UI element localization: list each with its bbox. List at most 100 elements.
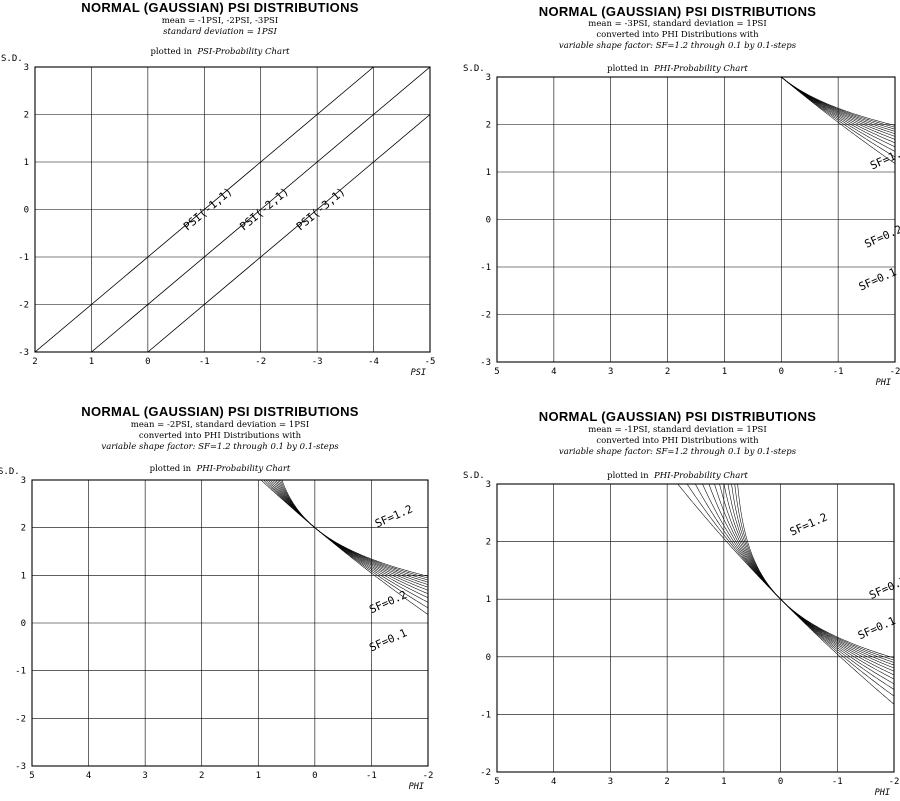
chart-svg: 5 4 3 2 1 0 -1 -2-3-2-10123S.D.PHISF=1.2SF=0.2S… <box>0 467 433 792</box>
grid <box>34 66 431 353</box>
sf-curve <box>280 480 428 579</box>
y-tick-label: 3 <box>21 476 26 486</box>
x-axis-label: PHI <box>409 782 424 792</box>
x-tick-label: 1 <box>89 357 94 367</box>
chart-subtitle: converted into PHI Distributions with <box>596 436 759 446</box>
x-tick-label: 4 <box>86 771 91 781</box>
x-tick-label: -1 <box>199 357 210 367</box>
sf-curve <box>686 484 894 697</box>
y-tick-label: -2 <box>480 311 491 321</box>
sf-curve <box>780 77 895 148</box>
x-tick-label: 0 <box>145 357 150 367</box>
sf-curve <box>265 480 428 603</box>
curve-annotation: PSI(-3,1) <box>294 185 348 233</box>
x-tick-label: 0 <box>778 777 783 787</box>
x-tick-label: 0 <box>312 771 317 781</box>
sf-curve <box>260 480 428 615</box>
chart-subtitle: variable shape factor: SF=1.2 through 0.… <box>558 41 797 51</box>
grid <box>496 483 895 773</box>
x-tick-label: 5 <box>494 367 499 377</box>
y-tick-label: 2 <box>486 121 491 131</box>
chart-subtitle: standard deviation = 1PSI <box>163 27 277 37</box>
y-tick-label: -3 <box>15 762 26 772</box>
sf-curve <box>780 77 895 164</box>
chart-subtitle: variable shape factor: SF=1.2 through 0.… <box>101 442 339 452</box>
y-tick-label: 2 <box>486 538 491 548</box>
sf-curve <box>780 77 895 126</box>
x-axis-label: PHI <box>875 788 890 798</box>
y-tick-label: -1 <box>18 253 29 263</box>
chart-panel-psi: NORMAL (GAUSSIAN) PSI DISTRIBUTIONS mean… <box>0 0 440 400</box>
x-tick-label: 1 <box>722 367 727 377</box>
sf-curve <box>281 480 428 577</box>
sf-curve <box>780 77 895 137</box>
x-tick-label: 1 <box>256 771 261 781</box>
y-tick-label: 2 <box>21 524 26 534</box>
chart-panel-phi-mean-2: NORMAL (GAUSSIAN) PSI DISTRIBUTIONS mean… <box>0 400 440 801</box>
sf-curve <box>780 77 895 132</box>
x-tick-label: -2 <box>889 777 900 787</box>
chart-plotted-in: plotted in PHI-Probability Chart <box>149 464 291 474</box>
x-axis-label: PSI <box>411 368 426 378</box>
y-tick-label: 1 <box>24 158 29 168</box>
y-axis-label: S.D. <box>0 467 20 477</box>
y-tick-label: 0 <box>486 216 491 226</box>
x-axis-label: PHI <box>876 378 891 388</box>
x-tick-label: 5 <box>494 777 499 787</box>
chart-svg: 5 4 3 2 1 0 -1 -2-2-10123S.D.PHISF=1.2SF=0.2SF=… <box>463 471 900 798</box>
curve-annotation: SF=0.1 <box>856 614 898 642</box>
chart-plotted-in: plotted in PHI-Probability Chart <box>607 64 748 74</box>
y-axis-label: S.D. <box>463 64 485 74</box>
x-tick-label: 3 <box>608 777 613 787</box>
series-group <box>35 67 430 352</box>
y-tick-label: -1 <box>480 710 491 720</box>
y-tick-label: -2 <box>480 768 491 778</box>
chart-subtitle: mean = -1PSI, standard deviation = 1PSI <box>588 425 767 435</box>
sf-curve <box>780 77 895 158</box>
y-tick-label: -2 <box>15 714 26 724</box>
chart-title: NORMAL (GAUSSIAN) PSI DISTRIBUTIONS <box>81 0 359 15</box>
curve-annotation: SF=0.2 <box>867 574 900 602</box>
y-tick-label: -3 <box>18 348 29 358</box>
grid <box>496 76 896 363</box>
sf-curve <box>734 484 894 661</box>
plot-frame <box>496 76 896 363</box>
x-tick-label: 3 <box>608 367 613 377</box>
x-tick-label: 0 <box>779 367 784 377</box>
sf-curve <box>731 484 894 663</box>
sf-curve <box>780 77 895 130</box>
chart-subtitle: converted into PHI Distributions with <box>596 30 759 40</box>
y-tick-label: -1 <box>15 667 26 677</box>
y-tick-label: 3 <box>24 63 29 73</box>
y-tick-label: 0 <box>486 653 491 663</box>
y-tick-label: 3 <box>486 73 491 83</box>
y-tick-label: 0 <box>24 206 29 216</box>
x-tick-label: -2 <box>255 357 266 367</box>
chart-subtitle: converted into PHI Distributions with <box>138 431 302 441</box>
chart-subtitle: mean = -1PSI, -2PSI, -3PSI <box>161 16 279 26</box>
x-tick-label: -2 <box>890 367 900 377</box>
x-tick-label: 2 <box>32 357 37 367</box>
y-axis-label: S.D. <box>463 471 485 481</box>
curve-annotation: PSI(-1,1) <box>181 185 235 233</box>
sf-curve <box>694 484 894 690</box>
curve-annotation: SF=0.1 <box>367 626 409 654</box>
x-tick-label: 1 <box>721 777 726 787</box>
plot-frame <box>496 483 895 773</box>
y-tick-label: 0 <box>21 619 26 629</box>
y-tick-label: -1 <box>480 263 491 273</box>
plot-frame <box>31 479 429 767</box>
y-tick-label: 1 <box>21 571 26 581</box>
x-tick-label: -3 <box>312 357 323 367</box>
curve-annotation: PSI(-2,1) <box>237 185 291 233</box>
grid <box>31 479 429 767</box>
chart-plotted-in: plotted in PHI-Probability Chart <box>607 471 748 481</box>
curve-annotation: SF=1.2 <box>373 502 415 530</box>
curve-annotation: SF=0.2 <box>863 223 900 251</box>
chart-title: NORMAL (GAUSSIAN) PSI DISTRIBUTIONS <box>538 409 817 424</box>
curve-annotation: SF=1.2 <box>788 511 830 539</box>
x-tick-label: -1 <box>366 771 377 781</box>
chart-subtitle: mean = -3PSI, standard deviation = 1PSI <box>588 19 767 29</box>
sf-curve <box>780 77 895 134</box>
sf-curve <box>677 484 894 705</box>
